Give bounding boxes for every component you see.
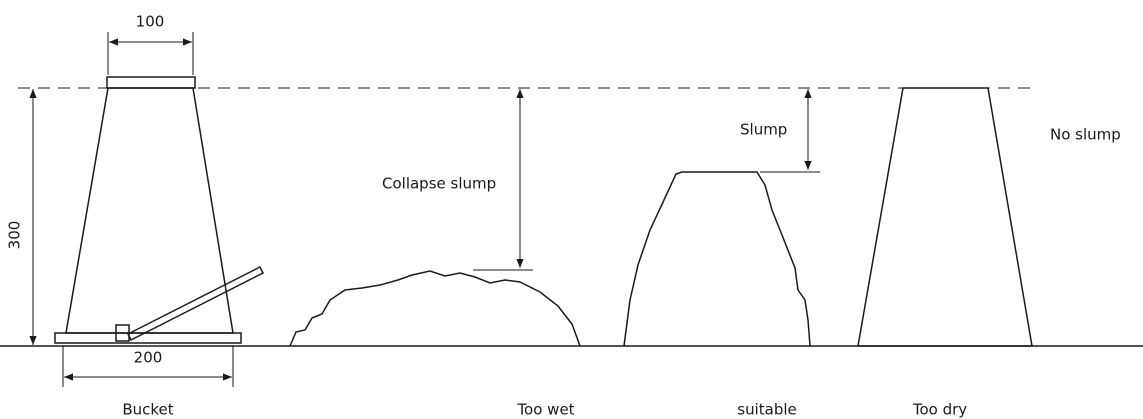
dimension-top [107, 32, 194, 75]
suitable-heap [623, 171, 811, 347]
case-label: Too wet [516, 401, 574, 419]
case-label: Too dry [912, 401, 967, 419]
base-plate [54, 332, 242, 344]
too-dry-cone [857, 87, 1033, 347]
case-label: suitable [737, 401, 796, 419]
collar [106, 76, 196, 89]
handle [126, 265, 265, 342]
dimension-base [62, 346, 234, 387]
annotation: Slump [740, 121, 787, 139]
dimension-label: 200 [134, 349, 163, 367]
cone [65, 87, 234, 334]
dimension-label: 300 [6, 221, 24, 250]
bucket [54, 76, 265, 344]
too-wet-heap [289, 270, 581, 347]
annotation: Collapse slump [382, 175, 496, 193]
dimension-label: 100 [136, 13, 165, 31]
case-label: Bucket [122, 401, 173, 419]
annotation: No slump [1050, 126, 1121, 144]
